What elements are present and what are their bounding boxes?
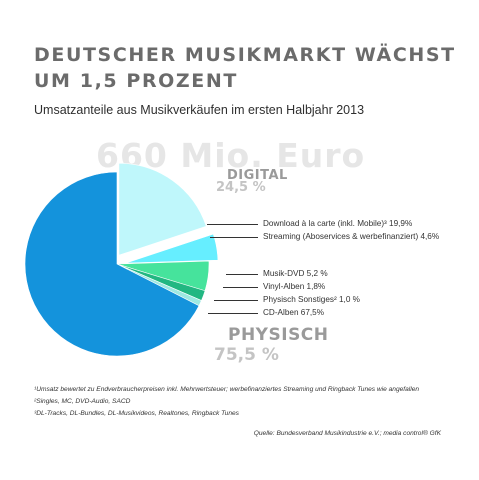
chart-subtitle: Umsatzanteile aus Musikverkäufen im erst… xyxy=(34,103,365,117)
legend-item-sonstiges: Physisch Sonstiges² 1,0 % xyxy=(214,294,464,306)
legend-item-musik-dvd: Musik-DVD 5,2 % xyxy=(226,268,466,280)
legend-item-streaming: Streaming (Aboservices & werbefinanziert… xyxy=(210,231,470,243)
pie-slice-download-la-carte-inkl-mobile xyxy=(118,162,207,256)
chart-title-line-2: UM 1,5 PROZENT xyxy=(34,70,238,92)
digital-group-label: DIGITAL xyxy=(227,168,288,183)
legend-leader-line xyxy=(214,300,258,301)
physisch-group-value: 75,5 % xyxy=(214,345,279,365)
footnote-2: ²Singles, MC, DVD-Audio, SACD xyxy=(34,398,131,405)
legend-leader-line xyxy=(226,274,258,275)
pie-slice-cd-alben xyxy=(24,171,200,357)
legend-item-vinyl: Vinyl-Alben 1,8% xyxy=(223,281,463,293)
legend-leader-line xyxy=(207,224,258,225)
legend-leader-line xyxy=(208,313,258,314)
legend-label: Physisch Sonstiges² 1,0 % xyxy=(263,295,360,304)
legend-leader-line xyxy=(210,237,258,238)
chart-title-line-1: DEUTSCHER MUSIKMARKT WÄCHST xyxy=(34,44,456,66)
legend-item-download: Download à la carte (inkl. Mobile)³ 19,9… xyxy=(207,218,467,230)
legend-label: CD-Alben 67,5% xyxy=(263,308,324,317)
physisch-group-label: PHYSISCH xyxy=(228,325,329,345)
legend-label: Vinyl-Alben 1,8% xyxy=(263,282,326,291)
legend-label: Musik-DVD 5,2 % xyxy=(263,269,328,278)
legend-label: Streaming (Aboservices & werbefinanziert… xyxy=(263,232,440,241)
footnote-1: ¹Umsatz bewertet zu Endverbraucherpreise… xyxy=(34,386,420,393)
footnote-3: ³DL-Tracks, DL-Bundles, DL-Musikvideos, … xyxy=(34,410,239,417)
digital-group-value: 24,5 % xyxy=(216,180,266,195)
legend-leader-line xyxy=(223,287,258,288)
legend-item-cd-alben: CD-Alben 67,5% xyxy=(208,307,458,319)
footnotes: ¹Umsatz bewertet zu Endverbraucherpreise… xyxy=(34,384,419,420)
source-note: Quelle: Bundesverband Musikindustrie e.V… xyxy=(253,430,441,437)
legend-label: Download à la carte (inkl. Mobile)³ 19,9… xyxy=(263,219,413,228)
pie-slice-streaming-aboservices-werbefinanziert xyxy=(125,233,219,264)
